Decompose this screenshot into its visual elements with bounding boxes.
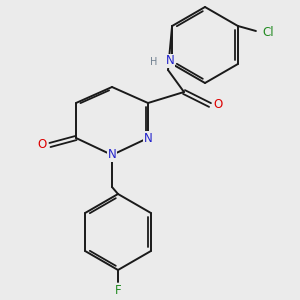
Text: O: O	[213, 98, 223, 112]
Text: H: H	[150, 57, 158, 67]
Text: N: N	[144, 131, 152, 145]
Text: Cl: Cl	[262, 26, 274, 40]
Text: F: F	[115, 284, 121, 298]
Text: N: N	[108, 148, 116, 161]
Text: O: O	[38, 139, 46, 152]
Text: N: N	[166, 55, 174, 68]
